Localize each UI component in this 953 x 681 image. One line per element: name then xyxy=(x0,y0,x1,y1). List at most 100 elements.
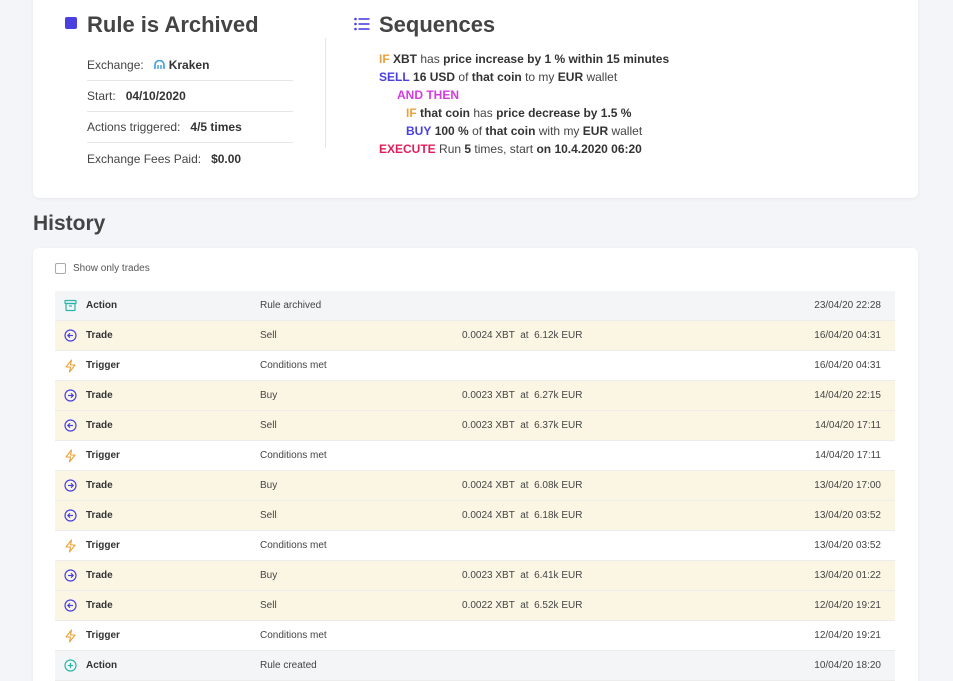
show-only-trades-checkbox[interactable] xyxy=(55,263,66,274)
row-type: Trade xyxy=(86,330,113,341)
show-only-trades-label: Show only trades xyxy=(73,263,150,274)
row-date: 16/04/20 04:31 xyxy=(814,330,881,341)
history-row: Trade Buy 0.0024 XBT at 6.08k EUR 13/04/20 … xyxy=(55,471,895,501)
sequence-line-2: SELL 16 USD of that coin to my EUR walle… xyxy=(379,68,617,86)
row-date: 16/04/20 04:31 xyxy=(814,360,881,371)
run-text: Run xyxy=(439,142,462,156)
actions-row: Actions triggered: 4/5 times xyxy=(87,112,293,143)
row-type: Trigger xyxy=(86,450,120,461)
start-value: 04/10/2020 xyxy=(125,89,186,103)
history-row: Trade Sell 0.0024 XBT at 6.12k EUR 16/04/20… xyxy=(55,321,895,351)
row-type: Action xyxy=(86,660,118,671)
fees-value: $0.00 xyxy=(211,151,242,166)
row-trade-detail: 0.0024 XBT at 6.12k EUR xyxy=(462,330,583,341)
if-keyword: IF xyxy=(379,52,390,66)
row-date: 13/04/20 17:00 xyxy=(814,480,881,491)
archived-status-icon xyxy=(65,17,77,29)
of-text: of xyxy=(472,124,483,138)
row-type: Trigger xyxy=(86,540,120,551)
execute-keyword: EXECUTE xyxy=(379,142,436,156)
row-date: 12/04/20 19:21 xyxy=(814,630,881,641)
and-then-keyword: AND THEN xyxy=(397,88,459,102)
row-date: 13/04/20 03:52 xyxy=(814,540,881,551)
row-description: Conditions met xyxy=(260,630,327,641)
lightning-icon xyxy=(63,358,77,373)
rule-summary-card: Rule is Archived Exchange: Kraken Start:… xyxy=(33,0,918,198)
currency: EUR xyxy=(582,124,609,138)
row-description: Sell xyxy=(260,420,277,431)
times-text: times, start xyxy=(474,142,534,156)
start-row: Start: 04/10/2020 xyxy=(87,81,293,112)
show-only-trades-toggle[interactable]: Show only trades xyxy=(55,263,150,274)
row-description: Buy xyxy=(260,480,278,491)
rule-title: Rule is Archived xyxy=(87,12,259,37)
history-row: Trade Buy 0.0023 XBT at 6.27k EUR 14/04/20 … xyxy=(55,381,895,411)
has-text: has xyxy=(473,106,493,120)
actions-label: Actions triggered: xyxy=(87,120,181,134)
has-text: has xyxy=(420,52,440,66)
history-heading: History xyxy=(33,212,106,235)
with-text: with my xyxy=(538,124,580,138)
sequences-title: Sequences xyxy=(379,12,496,37)
history-row: Action Rule archived 23/04/20 22:28 xyxy=(55,291,895,321)
exchange-label: Exchange: xyxy=(87,58,144,72)
row-trade-detail: 0.0024 XBT at 6.18k EUR xyxy=(462,510,583,521)
sequence-line-4: IF that coin has price decrease by 1.5 % xyxy=(406,104,631,122)
row-date: 13/04/20 01:22 xyxy=(814,570,881,581)
condition: price decrease by 1.5 % xyxy=(496,106,632,120)
history-row: Trigger Conditions met 12/04/20 19:21 xyxy=(55,621,895,651)
row-trade-detail: 0.0022 XBT at 6.52k EUR xyxy=(462,600,583,611)
currency: EUR xyxy=(557,70,584,84)
row-type: Trade xyxy=(86,390,113,401)
row-type: Trigger xyxy=(86,360,120,371)
history-table: Action Rule archived 23/04/20 22:28 Trade Se… xyxy=(55,291,895,681)
history-row: Trade Sell 0.0022 XBT at 6.52k EUR 12/04/20… xyxy=(55,591,895,621)
row-type: Trade xyxy=(86,570,113,581)
amount: 16 USD xyxy=(413,70,456,84)
history-card: Show only trades Action Rule archived 23/0… xyxy=(33,248,918,681)
row-description: Sell xyxy=(260,600,277,611)
sell-keyword: SELL xyxy=(379,70,410,84)
row-date: 12/04/20 19:21 xyxy=(814,600,881,611)
buy-arrow-icon xyxy=(63,569,77,583)
row-date: 14/04/20 17:11 xyxy=(815,450,881,461)
history-row: Trade Sell 0.0023 XBT at 6.37k EUR 14/04/20… xyxy=(55,411,895,441)
exchange-row: Exchange: Kraken xyxy=(87,50,293,81)
sell-arrow-icon xyxy=(63,419,77,433)
divider xyxy=(325,38,326,148)
lightning-icon xyxy=(63,538,77,553)
lightning-icon xyxy=(63,448,77,463)
sequence-line-3: AND THEN xyxy=(397,86,459,104)
start-label: Start: xyxy=(87,89,116,103)
that-coin: that coin xyxy=(485,124,536,138)
row-description: Buy xyxy=(260,390,278,401)
if-keyword: IF xyxy=(406,106,417,120)
row-date: 10/04/20 18:20 xyxy=(814,660,881,671)
row-type: Trade xyxy=(86,420,113,431)
times-count: 5 xyxy=(464,142,472,156)
row-date: 14/04/20 17:11 xyxy=(815,420,881,431)
buy-arrow-icon xyxy=(63,389,77,403)
coin: XBT xyxy=(393,52,418,66)
sequence-line-5: BUY 100 % of that coin with my EUR walle… xyxy=(406,122,642,140)
of-text: of xyxy=(458,70,469,84)
history-row: Trade Sell 0.0024 XBT at 6.18k EUR 13/04/20… xyxy=(55,501,895,531)
history-row: Trigger Conditions met 14/04/20 17:11 xyxy=(55,441,895,471)
exchange-value: Kraken xyxy=(168,58,210,72)
row-trade-detail: 0.0023 XBT at 6.27k EUR xyxy=(462,390,583,401)
start-datetime: on 10.4.2020 06:20 xyxy=(536,142,642,156)
actions-value: 4/5 times xyxy=(190,120,242,134)
history-row: Trigger Conditions met 16/04/20 04:31 xyxy=(55,351,895,381)
condition: price increase by 1 % within 15 minutes xyxy=(443,52,670,66)
row-trade-detail: 0.0024 XBT at 6.08k EUR xyxy=(462,480,583,491)
row-type: Action xyxy=(86,300,118,311)
sell-arrow-icon xyxy=(63,329,77,343)
fees-row: Exchange Fees Paid: $0.00 xyxy=(87,143,293,174)
kraken-logo-icon xyxy=(153,59,165,71)
row-type: Trigger xyxy=(86,630,120,641)
row-type: Trade xyxy=(86,480,113,491)
buy-arrow-icon xyxy=(63,479,77,493)
history-row: Trigger Conditions met 13/04/20 03:52 xyxy=(55,531,895,561)
row-type: Trade xyxy=(86,510,113,521)
row-description: Sell xyxy=(260,510,277,521)
